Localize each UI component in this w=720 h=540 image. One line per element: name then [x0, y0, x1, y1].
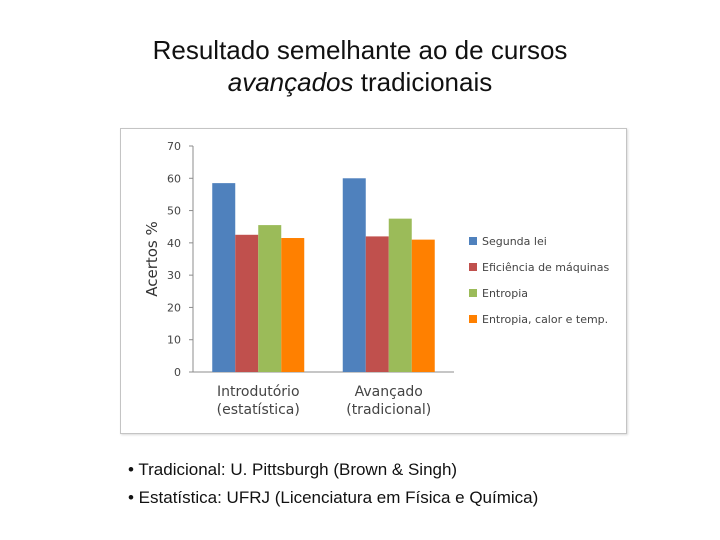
bar	[235, 234, 259, 372]
slide-title-rest: tradicionais	[353, 67, 493, 97]
y-tick-label: 50	[167, 205, 181, 218]
legend-swatch	[469, 237, 477, 245]
bar	[342, 178, 366, 372]
bar	[212, 183, 236, 372]
note-statistical: • Estatística: UFRJ (Licenciatura em Fís…	[128, 488, 539, 507]
legend-swatch	[469, 263, 477, 271]
slide-title-line2: avançados tradicionais	[0, 66, 720, 98]
y-tick-label: 70	[167, 140, 181, 153]
notes-list: • Tradicional: U. Pittsburgh (Brown & Si…	[128, 456, 538, 512]
x-category-label: Avançado	[355, 384, 423, 400]
y-tick-label: 10	[167, 334, 181, 347]
legend-label: Segunda lei	[482, 235, 547, 248]
bar	[258, 225, 282, 372]
bar	[411, 239, 435, 372]
bar-chart: 0 10 20 30 40 50 60 70 Acertos % Introdutório (est…	[143, 140, 609, 418]
y-tick-label: 30	[167, 269, 181, 282]
slide-title-italic-word: avançados	[227, 67, 354, 97]
note-traditional: • Tradicional: U. Pittsburgh (Brown & Si…	[128, 460, 458, 479]
legend-label: Eficiência de máquinas	[482, 261, 609, 274]
x-category-label: Introdutório	[217, 384, 300, 400]
slide-title: Resultado semelhante ao de cursos avança…	[0, 34, 720, 98]
y-tick-label: 0	[174, 366, 181, 379]
legend-label: Entropia, calor e temp.	[482, 313, 608, 326]
legend-swatch	[469, 289, 477, 297]
bar	[365, 236, 389, 372]
legend-label: Entropia	[482, 287, 528, 300]
bar	[281, 238, 305, 372]
x-category-label: (estatística)	[217, 402, 300, 418]
slide-title-line1: Resultado semelhante ao de cursos	[152, 35, 568, 65]
y-axis-title: Acertos %	[143, 221, 161, 297]
bar	[388, 218, 412, 372]
x-category-label: (tradicional)	[346, 402, 431, 418]
y-tick-label: 60	[167, 172, 181, 185]
y-tick-label: 20	[167, 301, 181, 314]
y-tick-label: 40	[167, 237, 181, 250]
chart-frame: 0 10 20 30 40 50 60 70 Acertos % Introdutório (est…	[120, 128, 627, 434]
legend-swatch	[469, 315, 477, 323]
